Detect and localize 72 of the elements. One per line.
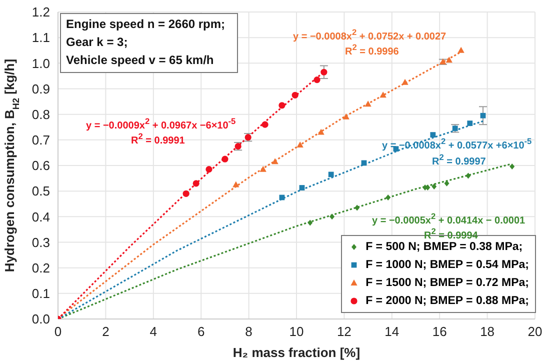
- annotation: R$^{2}$ = 0.9991: [131, 131, 185, 146]
- point: [272, 158, 278, 164]
- point: [328, 172, 334, 178]
- point: [430, 132, 436, 138]
- point: [292, 92, 298, 98]
- point: [342, 113, 350, 120]
- legend-label: F = 2000 N; BMEP = 0.88 MPa;: [366, 294, 529, 309]
- x-tick-label: 6: [197, 324, 205, 340]
- point: [510, 164, 515, 170]
- legend-label: F = 1500 N; BMEP = 0.72 MPa;: [366, 276, 529, 291]
- point: [386, 194, 391, 200]
- x-tick-label: 0: [54, 324, 62, 340]
- y-tick-label: 1.2: [32, 4, 50, 20]
- y-tick-label: 0.9: [32, 81, 50, 96]
- point: [232, 181, 240, 188]
- point: [458, 46, 464, 53]
- y-tick-label: 0.4: [32, 209, 50, 224]
- point: [466, 172, 471, 179]
- y-tick-label: 0.7: [32, 132, 50, 148]
- legend-label: F = 1000 N; BMEP = 0.54 MPa;: [366, 258, 529, 273]
- x-tick-label: 4: [150, 324, 158, 340]
- point: [320, 68, 328, 76]
- point: [467, 120, 473, 126]
- point: [432, 183, 437, 190]
- point: [262, 121, 268, 128]
- point: [446, 56, 452, 63]
- point: [364, 100, 372, 107]
- y-tick-label: 0.5: [32, 184, 50, 199]
- point: [182, 190, 190, 197]
- annotation: R$^{2}$ = 0.9996: [345, 42, 399, 58]
- point: [480, 112, 486, 118]
- point: [330, 214, 335, 220]
- annotation: y = −0.0008x$^{2}$ + 0.0752x + 0.0027: [293, 27, 446, 42]
- legend-label: F = 500 N; BMEP = 0.38 MPa;: [366, 240, 523, 255]
- x-tick-label: 8: [245, 324, 252, 340]
- point: [452, 126, 458, 132]
- y-tick-label: 0.8: [32, 106, 50, 122]
- point: [380, 92, 386, 98]
- point: [260, 166, 266, 172]
- y-tick-label: 0.3: [32, 234, 50, 250]
- y-tick-label: 0.1: [32, 286, 50, 302]
- y-tick-label: 0.2: [32, 260, 50, 276]
- point: [314, 76, 320, 84]
- x-tick-label: 2: [102, 324, 110, 340]
- x-tick-label: 20: [528, 324, 542, 340]
- point: [222, 156, 228, 162]
- y-tick-label: 1.1: [32, 30, 50, 46]
- annotation: Gear k = 3;: [66, 35, 128, 50]
- x-tick-label: 14: [384, 324, 400, 340]
- x-tick-label: 10: [289, 324, 304, 340]
- x-tick-label: 16: [432, 324, 447, 340]
- point: [402, 78, 408, 85]
- point: [296, 142, 304, 148]
- annotation: y = −0.0009x$^{2}$ + 0.0967x −6×10$^{-5}$: [86, 115, 236, 133]
- y-tick-label: 0.6: [32, 158, 50, 174]
- point: [299, 185, 305, 190]
- annotation: Engine speed n = 2660 rpm;: [66, 17, 226, 32]
- point: [318, 128, 324, 135]
- point: [361, 160, 367, 166]
- y-tick-label: 0.0: [32, 312, 50, 327]
- annotation: Vehicle speed v = 65 km/h: [66, 53, 214, 68]
- y-tick-label: 1.0: [32, 56, 50, 71]
- annotation: R$^{2}$ = 0.9997: [432, 151, 486, 170]
- point: [308, 220, 313, 226]
- point: [192, 180, 200, 187]
- x-axis-title: H₂ mass fraction [%]: [232, 345, 360, 360]
- x-tick-label: 12: [336, 324, 352, 340]
- point: [278, 102, 286, 109]
- point: [354, 204, 360, 211]
- x-tick-label: 18: [480, 324, 495, 340]
- point: [206, 166, 212, 173]
- annotation: y = −0.0005x$^{2}$ + 0.0414x − 0.0001: [372, 211, 526, 226]
